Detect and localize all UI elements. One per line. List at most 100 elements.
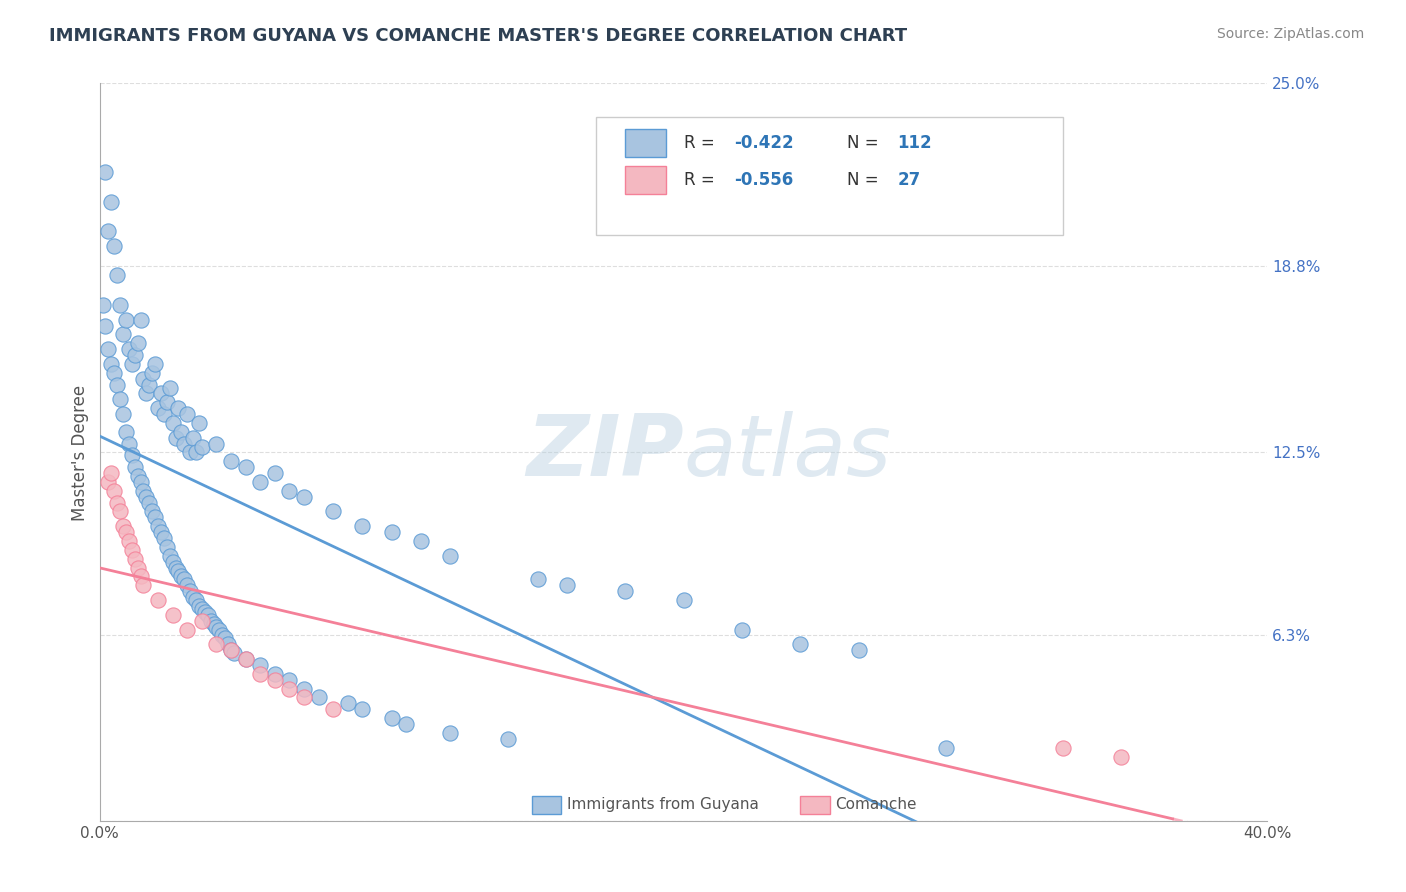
FancyBboxPatch shape [531,796,561,814]
Point [555,578,578,592]
Point [222,646,245,660]
Point [111,519,134,533]
Point [352,702,374,716]
Point [308,690,330,705]
Point [173,573,195,587]
Point [173,436,195,450]
Point [200,614,222,628]
Point [219,454,242,468]
Point [127,336,149,351]
Point [129,569,152,583]
Point [187,599,209,613]
Point [132,371,155,385]
Point [105,495,128,509]
Point [191,440,214,454]
Point [614,584,637,599]
Point [292,690,315,705]
Point [235,652,257,666]
Point [100,466,122,480]
Point [108,392,131,407]
Text: Source: ZipAtlas.com: Source: ZipAtlas.com [1216,27,1364,41]
Text: IMMIGRANTS FROM GUYANA VS COMANCHE MASTER'S DEGREE CORRELATION CHART: IMMIGRANTS FROM GUYANA VS COMANCHE MASTE… [49,27,907,45]
Point [935,740,957,755]
Point [115,425,138,439]
Point [103,483,125,498]
Point [100,194,122,209]
Point [179,445,201,459]
Point [214,632,236,646]
Point [731,623,754,637]
Point [129,312,152,326]
Point [789,637,811,651]
Point [292,490,315,504]
Point [194,605,217,619]
Point [439,726,461,740]
Point [127,469,149,483]
Point [184,593,207,607]
Point [141,366,163,380]
Point [108,504,131,518]
Point [149,386,172,401]
Point [263,466,285,480]
Point [352,519,374,533]
Point [848,643,870,657]
Point [322,702,344,716]
Point [129,475,152,489]
Point [176,407,198,421]
Point [1111,749,1133,764]
Point [263,666,285,681]
FancyBboxPatch shape [596,117,1063,235]
Point [381,525,404,540]
Point [439,549,461,563]
Text: -0.556: -0.556 [734,171,793,189]
Point [170,425,193,439]
Point [111,407,134,421]
Point [672,593,695,607]
Point [108,298,131,312]
Point [103,239,125,253]
Text: N =: N = [846,134,884,153]
Point [219,643,242,657]
Point [219,643,242,657]
Point [159,549,181,563]
Point [191,602,214,616]
Point [97,475,120,489]
Text: Immigrants from Guyana: Immigrants from Guyana [567,797,759,812]
Text: Comanche: Comanche [835,797,917,812]
Point [381,711,404,725]
Point [181,590,204,604]
Point [132,578,155,592]
Point [132,483,155,498]
Point [292,681,315,696]
Point [187,416,209,430]
Point [278,673,301,687]
Point [167,564,190,578]
Point [211,628,233,642]
Point [127,560,149,574]
Point [235,652,257,666]
Point [153,531,176,545]
Point [115,312,138,326]
Point [162,555,184,569]
Point [118,342,141,356]
Point [278,681,301,696]
Point [105,377,128,392]
Point [97,224,120,238]
Point [191,614,214,628]
Point [135,490,157,504]
Point [138,495,160,509]
Point [111,327,134,342]
Point [162,607,184,622]
Point [208,623,231,637]
Point [143,510,166,524]
Point [205,619,228,633]
FancyBboxPatch shape [800,796,830,814]
Text: R =: R = [683,171,720,189]
Point [153,407,176,421]
Point [205,637,228,651]
Point [165,560,187,574]
Point [135,386,157,401]
Point [121,542,143,557]
Point [235,460,257,475]
Point [91,298,114,312]
